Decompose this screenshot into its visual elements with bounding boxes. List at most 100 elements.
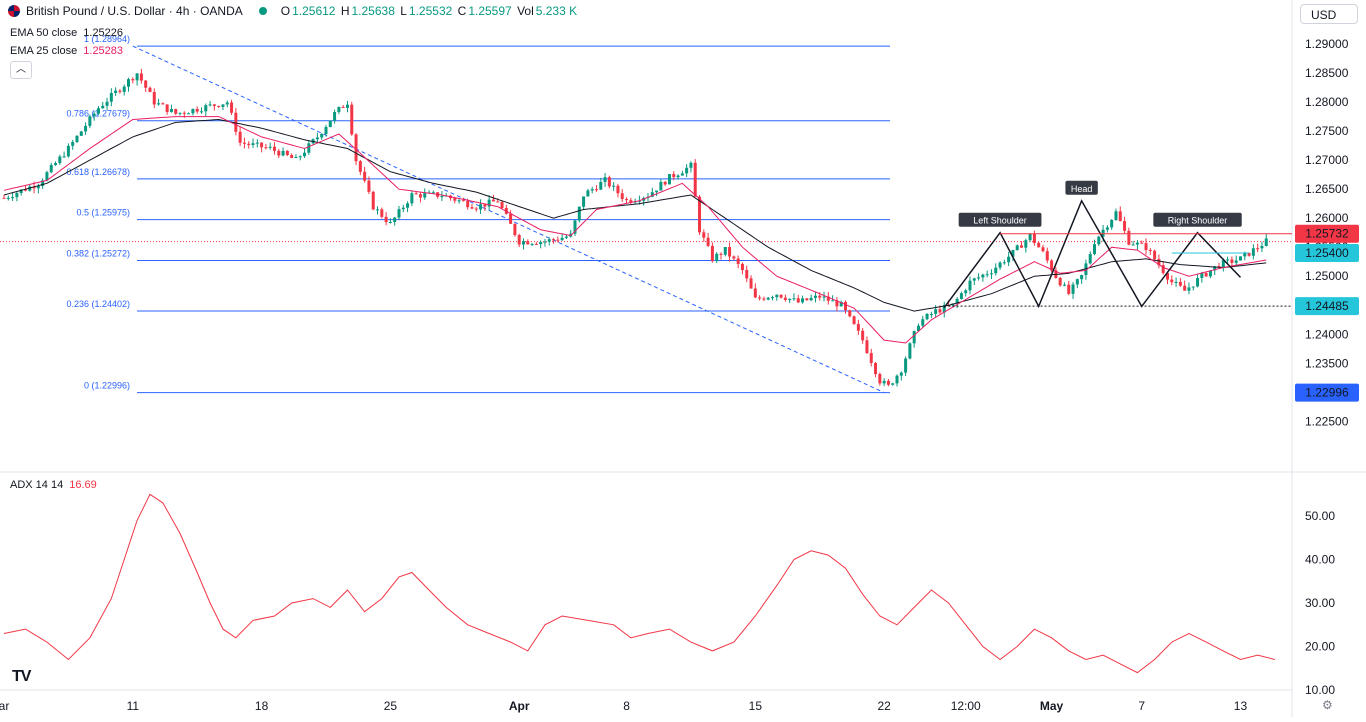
ema25-legend[interactable]: EMA 25 close 1.25283 (10, 45, 123, 57)
candle-body (36, 185, 40, 189)
candle-body (1157, 259, 1161, 266)
candle-body (826, 296, 830, 301)
candle-body (423, 193, 427, 198)
candle-body (676, 175, 680, 178)
candle-body (6, 197, 10, 199)
adx-tick-label: 30.00 (1305, 596, 1335, 610)
candle-body (367, 180, 371, 192)
candle-body (977, 277, 981, 279)
candle-body (431, 192, 435, 194)
candle-body (766, 297, 770, 300)
ema50-line (3, 118, 1267, 312)
candle-body (796, 298, 800, 303)
adx-legend[interactable]: ADX 14 14 16.69 (10, 479, 97, 491)
time-axis[interactable]: ar 11 18 25 Apr 8 15 22 12:00 May 7 13 (0, 699, 1247, 713)
open-value: 1.25612 (292, 4, 336, 18)
candle-body (139, 73, 143, 81)
fib-level-label: 0.618 (1.26678) (66, 167, 130, 177)
price-badge-label: 1.22996 (1305, 386, 1349, 400)
candle-body (667, 174, 671, 185)
ema50-legend[interactable]: EMA 50 close 1.25226 (10, 27, 123, 39)
candle-body (71, 141, 75, 146)
candle-body (1170, 279, 1174, 283)
candle-body (552, 239, 556, 241)
candle-body (234, 112, 238, 132)
candle-body (577, 206, 581, 221)
candle-body (698, 196, 702, 233)
candle-body (350, 104, 354, 135)
settings-icon[interactable]: ⚙ (1322, 698, 1333, 712)
candle-body (114, 90, 118, 93)
candle-body (530, 243, 534, 245)
candle-body (1037, 242, 1041, 248)
candle-body (144, 80, 148, 88)
candle-body (328, 120, 332, 128)
candle-body (680, 173, 684, 176)
candle-body (521, 241, 525, 245)
candle-body (1105, 227, 1109, 230)
candle-body (771, 297, 775, 299)
fib-level-label: 0.382 (1.25272) (66, 248, 130, 258)
candle-body (84, 125, 88, 132)
candle-body (831, 300, 835, 302)
price-tick-label: 1.26000 (1305, 211, 1349, 225)
candle-body (835, 300, 839, 307)
candle-body (371, 191, 375, 210)
candle-body (783, 297, 787, 300)
candle-body (466, 201, 470, 208)
candle-body (272, 146, 276, 151)
candle-body (706, 237, 710, 246)
candle-body (1007, 256, 1011, 263)
candle-body (298, 156, 302, 158)
candle-body (1183, 285, 1187, 291)
candle-body (122, 86, 126, 92)
pattern-label: Head (1071, 184, 1093, 194)
candle-body (294, 156, 298, 158)
candle-body (307, 143, 311, 153)
price-badge (1295, 297, 1359, 316)
ohlc-values: O 1.25612 H 1.25638 L 1.25532 C 1.25597 Vol 5… (281, 4, 579, 18)
tradingview-logo-icon[interactable]: TV (12, 668, 31, 685)
candle-body (749, 278, 753, 289)
candle-body (1024, 240, 1028, 248)
candle-body (131, 79, 135, 81)
candle-body (869, 353, 873, 363)
fibonacci-retracement[interactable]: 1 (1.28964)0.786 (1.27679)0.618 (1.26678… (66, 34, 890, 394)
candle-body (1204, 273, 1208, 277)
candle-body (1015, 245, 1019, 251)
candle-body (813, 295, 817, 298)
adx-tick-label: 40.00 (1305, 553, 1335, 567)
candle-body (2, 197, 6, 199)
candle-body (904, 358, 908, 373)
candle-body (659, 181, 663, 191)
currency-select[interactable]: USD (1300, 4, 1358, 24)
candle-body (376, 209, 380, 211)
price-axis[interactable]: 1.29000 1.28500 1.28000 1.27500 1.27000 1.265… (1295, 37, 1359, 428)
ema50-value: 1.25226 (83, 27, 124, 39)
candle-body (753, 288, 757, 298)
candle-body (453, 198, 457, 201)
price-tick-label: 1.28000 (1305, 95, 1349, 109)
candle-body (195, 108, 199, 112)
time-tick-label: ar (0, 699, 9, 713)
pattern-label: Left Shoulder (973, 216, 1027, 226)
head-and-shoulders-pattern[interactable]: Left Shoulder Head Right Shoulder (943, 180, 1292, 309)
candle-body (1041, 247, 1045, 252)
candle-body (599, 181, 603, 190)
symbol-title[interactable]: British Pound / U.S. Dollar · 4h · OANDA (26, 4, 243, 18)
candle-body (491, 199, 495, 202)
ema25-value: 1.25283 (83, 45, 124, 57)
candle-body (285, 150, 289, 156)
candle-body (251, 143, 255, 145)
collapse-legend-button[interactable]: ︿ (10, 61, 32, 79)
candle-body (165, 104, 169, 112)
candle-body (663, 181, 667, 185)
candle-body (745, 270, 749, 279)
candle-body (1093, 244, 1097, 255)
trend-line[interactable] (0, 45, 1292, 394)
candle-body (1135, 242, 1139, 245)
candle-body (1088, 254, 1092, 264)
time-tick-label: 13 (1234, 699, 1248, 713)
